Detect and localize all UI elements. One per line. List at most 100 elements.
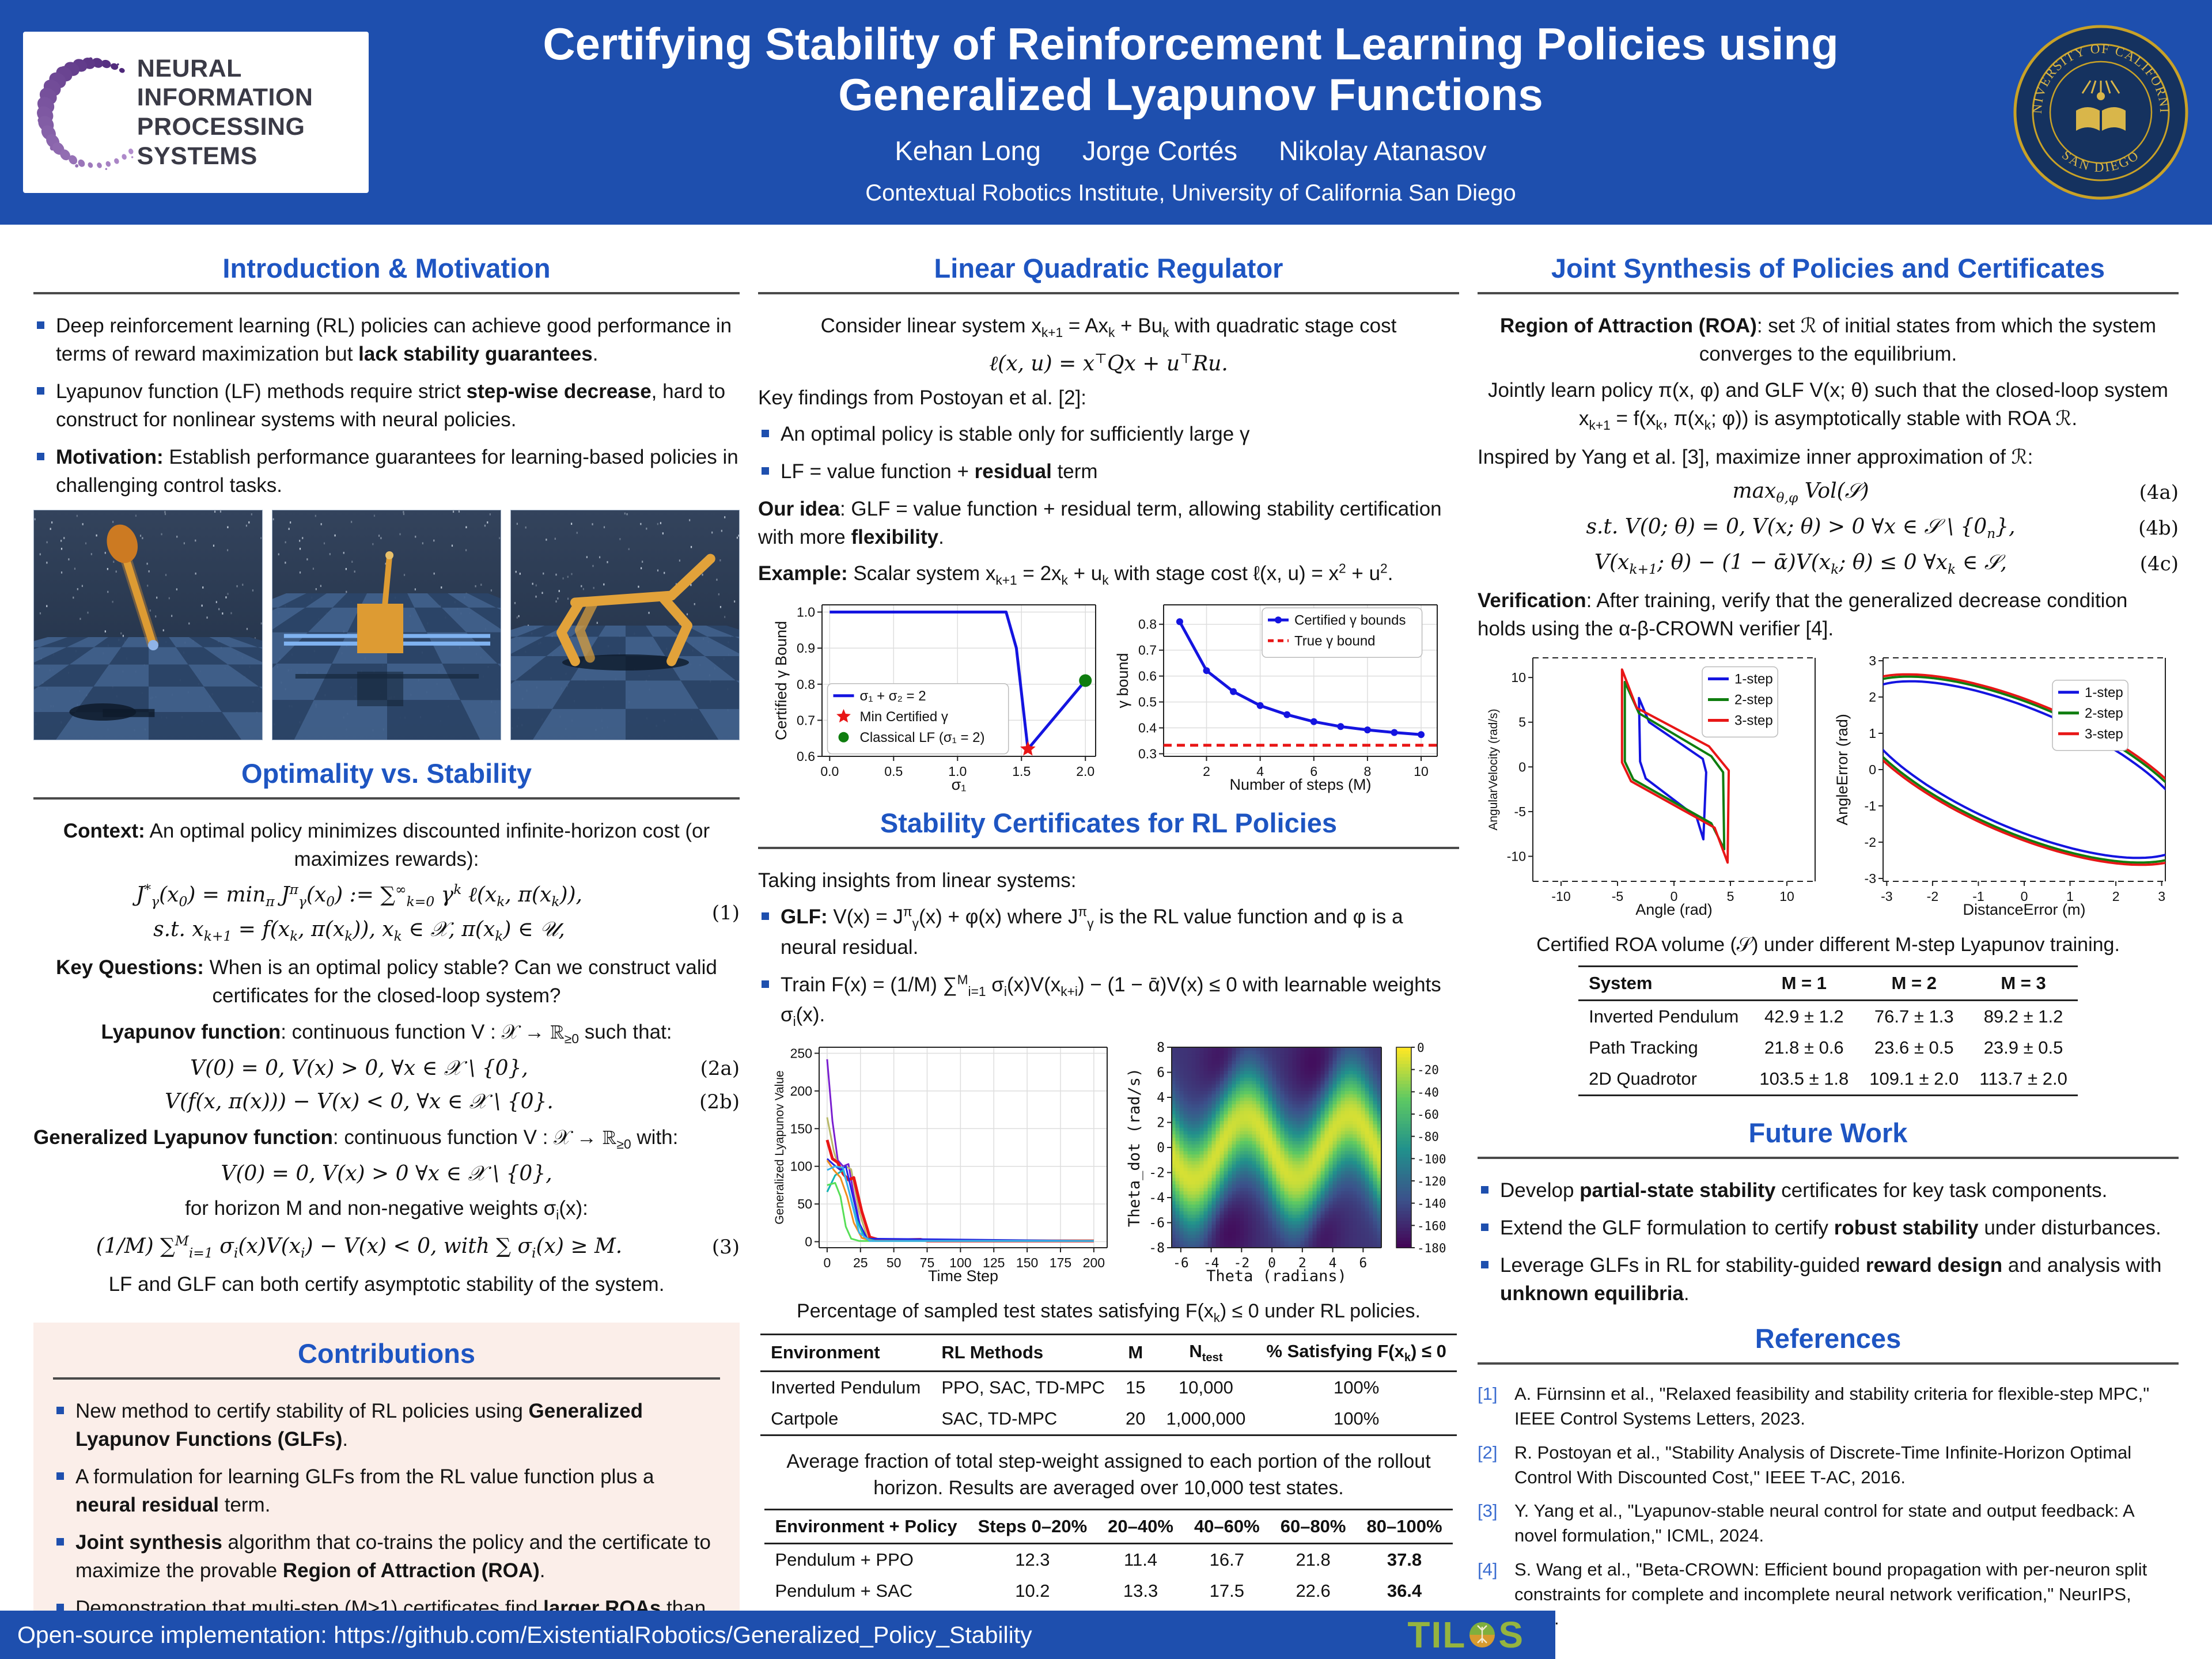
section-references: References [1] A. Fürnsinn et al., "Relax… bbox=[1478, 1323, 2179, 1641]
section-title-future-work: Future Work bbox=[1748, 1118, 1908, 1149]
svg-text:2: 2 bbox=[1157, 1116, 1165, 1131]
svg-text:0.6: 0.6 bbox=[1138, 668, 1157, 683]
svg-text:True γ bound: True γ bound bbox=[1294, 633, 1376, 649]
example-line: Example: Scalar system xk+1 = 2xk + uk w… bbox=[758, 560, 1393, 588]
svg-text:-40: -40 bbox=[1417, 1086, 1439, 1100]
svg-text:0: 0 bbox=[805, 1234, 812, 1249]
open-source-link: Open-source implementation: https://gith… bbox=[17, 1621, 1032, 1648]
column-header: 20–40% bbox=[1097, 1508, 1184, 1544]
svg-text:0: 0 bbox=[1670, 889, 1677, 904]
svg-text:2: 2 bbox=[2112, 889, 2119, 904]
equation-number: (3) bbox=[711, 1235, 740, 1259]
svg-text:Number of steps (M): Number of steps (M) bbox=[1229, 776, 1371, 793]
key-questions: Key Questions: When is an optimal policy… bbox=[56, 956, 717, 1007]
lqr-intro: Consider linear system xk+1 = Axk + Buk … bbox=[820, 315, 1397, 340]
svg-text:AngleError (rad): AngleError (rad) bbox=[1834, 714, 1851, 826]
chart-roa-path-tracking: -3 -2 -1 0 1 2 3 -3 -2 -1 0 1 2 3 DistanceError (m) Ang… bbox=[1834, 653, 2166, 918]
svg-text:0.6: 0.6 bbox=[797, 749, 815, 764]
bullet-square-icon bbox=[762, 912, 769, 920]
svg-text:5: 5 bbox=[1726, 889, 1734, 904]
bullet-square-icon bbox=[762, 467, 769, 475]
column-header: System bbox=[1578, 965, 1749, 1002]
divider bbox=[1478, 1362, 2179, 1365]
inspired-line: Inspired by Yang et al. [3], maximize in… bbox=[1478, 445, 2033, 468]
svg-text:200: 200 bbox=[790, 1084, 812, 1099]
svg-text:γ bound: γ bound bbox=[1114, 653, 1131, 708]
column-header: M = 1 bbox=[1749, 965, 1859, 1002]
table-row: Pendulum + SAC 10.2 13.3 17.5 22.6 36.4 bbox=[775, 1580, 1422, 1601]
svg-text:Certified γ bounds: Certified γ bounds bbox=[1294, 612, 1406, 628]
section-title-stability: Stability Certificates for RL Policies bbox=[880, 807, 1338, 838]
svg-text:0.8: 0.8 bbox=[797, 676, 815, 691]
quadruped-walker-image bbox=[510, 510, 740, 740]
equation-3: (1/M) ∑Mi=1 σi(x)V(xi) − V(x) < 0, with … bbox=[96, 1232, 740, 1262]
author: Kehan Long bbox=[895, 135, 1041, 166]
svg-text:150: 150 bbox=[1016, 1255, 1037, 1270]
ucsd-seal-icon: UNIVERSITY OF CALIFORNIASAN DIEGO bbox=[2013, 24, 2188, 200]
svg-text:100: 100 bbox=[790, 1159, 812, 1174]
svg-text:1-step: 1-step bbox=[1734, 672, 1773, 687]
column-header: M = 2 bbox=[1859, 965, 1969, 1002]
poster-body: Introduction & Motivation Deep reinforce… bbox=[0, 225, 2212, 1659]
chart-glf-trajectories: 0 25 50 75 100 125 150 175 200 0 50 100 150 200 250 Tim… bbox=[773, 1046, 1108, 1285]
tilos-o-icon bbox=[1469, 1622, 1495, 1647]
svg-text:8: 8 bbox=[1363, 764, 1371, 779]
list-item: New method to certify stability of RL po… bbox=[53, 1397, 720, 1453]
section-title-lqr: Linear Quadratic Regulator bbox=[934, 253, 1283, 283]
svg-text:σ₁: σ₁ bbox=[951, 776, 966, 793]
roa-table-caption: Certified ROA volume (𝒮) under different… bbox=[1536, 934, 2120, 956]
bullet-square-icon bbox=[762, 980, 769, 988]
equation-number: (4c) bbox=[2139, 552, 2179, 576]
reference-item: [3] Y. Yang et al., "Lyapunov-stable neur… bbox=[1478, 1501, 2134, 1546]
table2-caption: Average fraction of total step-weight as… bbox=[786, 1450, 1431, 1499]
svg-text:3-step: 3-step bbox=[2085, 726, 2123, 742]
section-contributions: Contributions New method to certify stab… bbox=[33, 1323, 740, 1659]
svg-text:-3: -3 bbox=[1881, 889, 1892, 904]
list-item: An optimal policy is stable only for suf… bbox=[758, 420, 1459, 448]
svg-text:1: 1 bbox=[1869, 726, 1876, 741]
svg-text:-20: -20 bbox=[1417, 1063, 1439, 1077]
svg-text:0: 0 bbox=[1869, 762, 1876, 777]
svg-text:-60: -60 bbox=[1417, 1108, 1439, 1122]
svg-text:2-step: 2-step bbox=[2085, 706, 2123, 721]
svg-text:-2: -2 bbox=[1864, 835, 1876, 850]
glf-horizon-line: for horizon M and non-negative weights σ… bbox=[185, 1197, 588, 1223]
neurips-logo: NEURAL INFORMATION PROCESSING SYSTEMS bbox=[23, 32, 369, 193]
svg-text:1.0: 1.0 bbox=[948, 764, 967, 779]
svg-text:-1: -1 bbox=[1864, 798, 1876, 813]
author: Jorge Cortés bbox=[1082, 135, 1238, 166]
authors: Kehan Long Jorge Cortés Nikolay Atanasov bbox=[386, 135, 1995, 166]
svg-text:0.5: 0.5 bbox=[1138, 694, 1157, 709]
lf-definition: Lyapunov function: continuous function V… bbox=[101, 1021, 672, 1047]
svg-text:125: 125 bbox=[983, 1255, 1005, 1270]
svg-text:-140: -140 bbox=[1417, 1197, 1446, 1211]
equation-number: (1) bbox=[711, 901, 740, 925]
svg-text:4: 4 bbox=[1328, 1256, 1336, 1271]
svg-text:-6: -6 bbox=[1172, 1256, 1188, 1271]
table-row: Path Tracking 21.8 ± 0.6 23.6 ± 0.5 23.9 ± … bbox=[1589, 1037, 2063, 1058]
svg-text:2: 2 bbox=[1203, 764, 1210, 779]
bullet-square-icon bbox=[56, 1407, 64, 1415]
divider bbox=[1478, 292, 2179, 294]
svg-text:-2: -2 bbox=[1233, 1256, 1249, 1271]
equation-number: (4b) bbox=[2138, 517, 2179, 540]
list-item: LF = value function + residual term bbox=[758, 457, 1459, 486]
svg-text:50: 50 bbox=[886, 1255, 901, 1270]
svg-text:10: 10 bbox=[1511, 671, 1526, 685]
svg-text:-2: -2 bbox=[1149, 1166, 1165, 1181]
chart-certified-gamma-vs-sigma1: 0.0 0.5 1.0 1.5 2.00.60.70.80.91.0σ₁Certifie… bbox=[772, 604, 1096, 793]
svg-text:Min Certified γ: Min Certified γ bbox=[859, 709, 948, 724]
reference-item: [4] S. Wang et al., "Beta-CROWN: Efficien… bbox=[1478, 1559, 2147, 1629]
bullet-square-icon bbox=[762, 429, 769, 437]
lqr-cost-equation: ℓ(x, u) = x⊤Qx + u⊤Ru. bbox=[989, 350, 1228, 376]
svg-text:2-step: 2-step bbox=[1734, 692, 1773, 708]
chart-roa-pendulum: -10 -5 0 5 10 -10 -5 0 5 10 Angle (rad) AngularVelo… bbox=[1487, 657, 1816, 918]
list-item: Joint synthesis algorithm that co-trains… bbox=[53, 1528, 720, 1585]
equation-number: (2a) bbox=[700, 1057, 740, 1081]
svg-text:Angle (rad): Angle (rad) bbox=[1635, 901, 1713, 918]
equation-number: (4a) bbox=[2139, 480, 2179, 504]
svg-text:100: 100 bbox=[949, 1255, 971, 1270]
svg-text:Time Step: Time Step bbox=[927, 1267, 998, 1285]
reference-list: [1] A. Fürnsinn et al., "Relaxed feasibil… bbox=[1478, 1382, 2179, 1631]
divider bbox=[758, 292, 1459, 294]
